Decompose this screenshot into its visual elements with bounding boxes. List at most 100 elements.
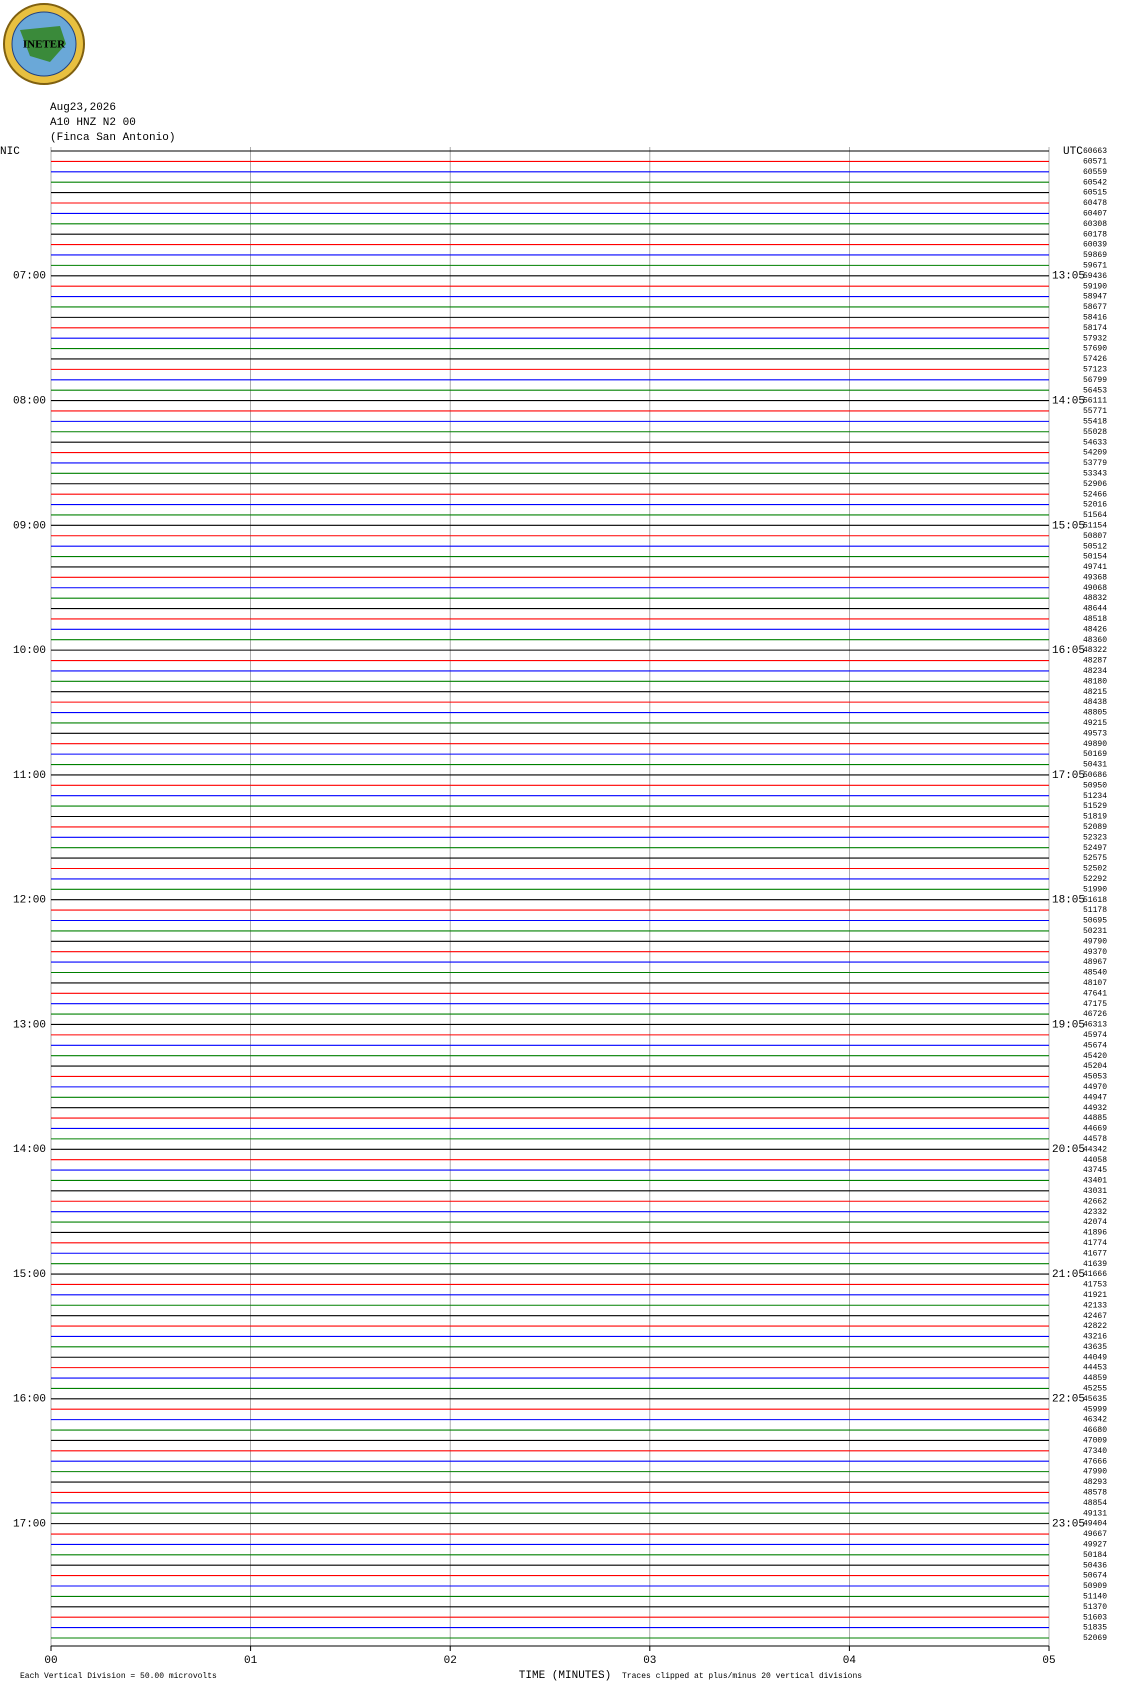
- trace-value: 44453: [1083, 1364, 1107, 1373]
- trace-value: 44058: [1083, 1156, 1107, 1165]
- left-zone: NIC: [0, 146, 20, 158]
- trace-value: 59436: [1083, 272, 1107, 281]
- trace-value: 50231: [1083, 927, 1107, 936]
- trace-value: 57690: [1083, 345, 1107, 354]
- trace-value: 44049: [1083, 1353, 1107, 1362]
- trace-value: 52466: [1083, 490, 1107, 499]
- trace-value: 48854: [1083, 1499, 1107, 1508]
- trace-value: 54209: [1083, 449, 1107, 458]
- trace-value: 56799: [1083, 376, 1107, 385]
- trace-value: 58174: [1083, 324, 1107, 333]
- hour-label-left: 14:00: [13, 1144, 46, 1156]
- x-tick-label: 00: [44, 1655, 57, 1667]
- trace-value: 49404: [1083, 1520, 1107, 1529]
- x-tick-label: 05: [1042, 1655, 1055, 1667]
- hour-label-left: 10:00: [13, 645, 46, 657]
- trace-value: 44885: [1083, 1114, 1107, 1123]
- hour-label-right: 16:05: [1052, 645, 1085, 657]
- hour-label-right: 22:05: [1052, 1394, 1085, 1406]
- trace-value: 50686: [1083, 771, 1107, 780]
- hour-label-right: 21:05: [1052, 1269, 1085, 1281]
- trace-value: 50909: [1083, 1582, 1107, 1591]
- logo-text: INETER: [23, 39, 66, 51]
- trace-value: 52016: [1083, 501, 1107, 510]
- trace-value: 48426: [1083, 625, 1107, 634]
- trace-value: 48805: [1083, 709, 1107, 718]
- trace-value: 58416: [1083, 313, 1107, 322]
- trace-value: 47175: [1083, 1000, 1107, 1009]
- hour-label-right: 17:05: [1052, 770, 1085, 782]
- trace-value: 45204: [1083, 1062, 1107, 1071]
- trace-value: 50807: [1083, 532, 1107, 541]
- trace-value: 48322: [1083, 646, 1107, 655]
- trace-value: 49573: [1083, 729, 1107, 738]
- hour-label-right: 14:05: [1052, 395, 1085, 407]
- trace-value: 49131: [1083, 1509, 1107, 1518]
- trace-value: 48438: [1083, 698, 1107, 707]
- trace-value: 45255: [1083, 1385, 1107, 1394]
- trace-value: 52575: [1083, 854, 1107, 863]
- hour-label-left: 09:00: [13, 520, 46, 532]
- trace-value: 44342: [1083, 1145, 1107, 1154]
- trace-value: 45635: [1083, 1395, 1107, 1404]
- trace-value: 51603: [1083, 1613, 1107, 1622]
- trace-value: 47990: [1083, 1468, 1107, 1477]
- trace-value: 44669: [1083, 1125, 1107, 1134]
- trace-value: 51154: [1083, 521, 1107, 530]
- trace-value: 60308: [1083, 220, 1107, 229]
- trace-value: 60407: [1083, 210, 1107, 219]
- right-zone: UTC: [1063, 146, 1083, 158]
- trace-value: 47641: [1083, 989, 1107, 998]
- trace-value: 48180: [1083, 677, 1107, 686]
- trace-value: 49370: [1083, 948, 1107, 957]
- trace-value: 50695: [1083, 917, 1107, 926]
- trace-value: 51819: [1083, 813, 1107, 822]
- trace-value: 52323: [1083, 833, 1107, 842]
- trace-value: 60571: [1083, 158, 1107, 167]
- trace-value: 46313: [1083, 1021, 1107, 1030]
- trace-value: 43031: [1083, 1187, 1107, 1196]
- trace-value: 59671: [1083, 261, 1107, 270]
- trace-value: 47666: [1083, 1457, 1107, 1466]
- footer-right: Traces clipped at plus/minus 20 vertical…: [622, 1672, 862, 1681]
- trace-value: 41774: [1083, 1239, 1107, 1248]
- trace-value: 49667: [1083, 1530, 1107, 1539]
- hour-label-left: 15:00: [13, 1269, 46, 1281]
- trace-value: 52502: [1083, 865, 1107, 874]
- hour-label-left: 13:00: [13, 1019, 46, 1031]
- trace-value: 49368: [1083, 573, 1107, 582]
- trace-value: 60478: [1083, 199, 1107, 208]
- trace-value: 50169: [1083, 750, 1107, 759]
- trace-value: 47340: [1083, 1447, 1107, 1456]
- trace-value: 41639: [1083, 1260, 1107, 1269]
- trace-value: 51835: [1083, 1624, 1107, 1633]
- trace-value: 48107: [1083, 979, 1107, 988]
- trace-value: 43635: [1083, 1343, 1107, 1352]
- trace-value: 60542: [1083, 178, 1107, 187]
- trace-value: 50512: [1083, 542, 1107, 551]
- trace-value: 48967: [1083, 958, 1107, 967]
- trace-value: 49215: [1083, 719, 1107, 728]
- trace-value: 48287: [1083, 657, 1107, 666]
- trace-value: 48540: [1083, 969, 1107, 978]
- trace-value: 51529: [1083, 802, 1107, 811]
- trace-value: 56453: [1083, 386, 1107, 395]
- trace-value: 55028: [1083, 428, 1107, 437]
- trace-value: 48293: [1083, 1478, 1107, 1487]
- trace-value: 41677: [1083, 1249, 1107, 1258]
- trace-value: 45974: [1083, 1031, 1107, 1040]
- trace-value: 51618: [1083, 896, 1107, 905]
- hour-label-right: 15:05: [1052, 520, 1085, 532]
- trace-value: 52089: [1083, 823, 1107, 832]
- trace-value: 56111: [1083, 397, 1107, 406]
- trace-value: 42133: [1083, 1301, 1107, 1310]
- trace-value: 41666: [1083, 1270, 1107, 1279]
- trace-value: 44578: [1083, 1135, 1107, 1144]
- x-tick-label: 01: [244, 1655, 258, 1667]
- hour-label-left: 08:00: [13, 395, 46, 407]
- x-tick-label: 04: [843, 1655, 857, 1667]
- trace-value: 41896: [1083, 1229, 1107, 1238]
- trace-value: 60663: [1083, 147, 1107, 156]
- hour-label-right: 20:05: [1052, 1144, 1085, 1156]
- trace-value: 49741: [1083, 563, 1107, 572]
